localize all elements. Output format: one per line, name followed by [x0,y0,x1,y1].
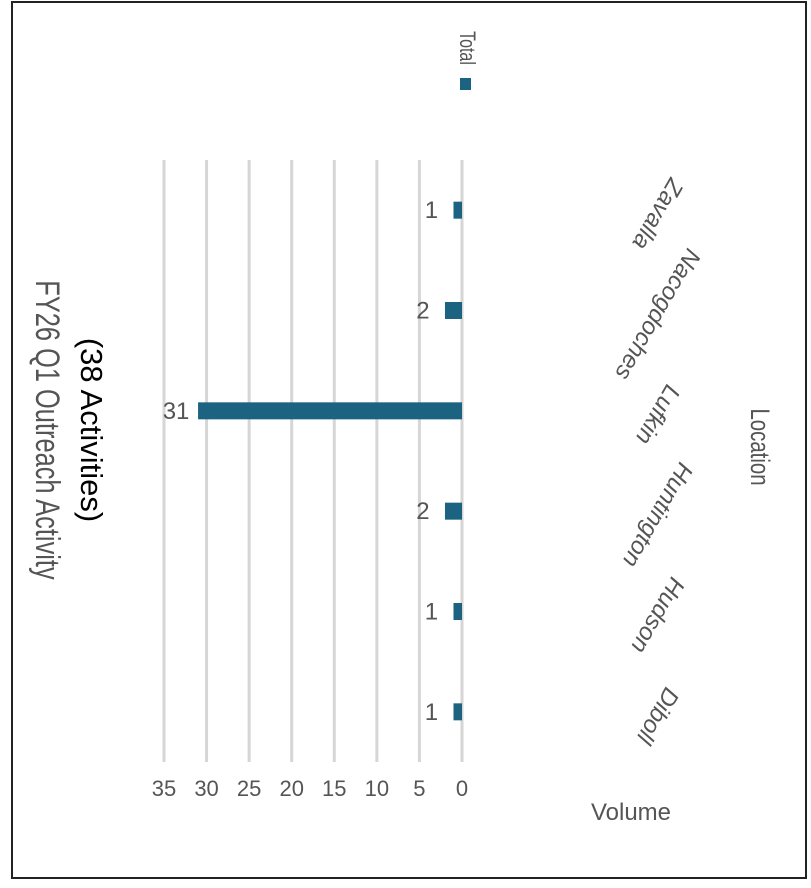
y-tick-labels: 0 5 10 15 20 25 30 35 [152,776,468,801]
category-label: Zavalla [626,173,689,254]
chart-title: FY26 Q1 Outreach Activity [28,280,65,579]
y-tick-label: 25 [237,776,261,801]
category-label: Huntington [617,458,698,572]
bar [198,402,462,420]
chart-subtitle: (38 Activities) [74,338,109,522]
bars [198,201,462,721]
legend-swatch [460,78,471,90]
category-label: Lufkin [630,380,685,449]
y-tick-label: 10 [365,776,389,801]
category-label: Diboll [630,683,684,749]
bar [453,703,462,721]
gridlines [162,160,464,762]
data-label: 1 [425,699,438,726]
legend: Total [454,31,478,90]
data-label: 1 [425,599,438,626]
data-label: 1 [425,197,438,224]
data-label: 31 [163,398,190,425]
y-tick-label: 20 [279,776,303,801]
y-tick-label: 0 [456,776,468,801]
chart-frame [11,1,807,879]
bar [444,302,462,319]
data-label: 2 [416,298,429,325]
data-labels: 1 1 2 31 2 1 [163,197,438,726]
bar [444,502,462,520]
category-label: Hudson [625,573,690,658]
bar [453,603,462,620]
y-tick-label: 35 [152,776,176,801]
x-axis-label: Location [745,408,774,485]
y-axis-label: Volume [591,799,671,826]
bar [453,201,462,219]
data-label: 2 [416,498,429,525]
y-tick-label: 30 [194,776,218,801]
legend-label: Total [454,31,478,65]
y-tick-label: 15 [322,776,346,801]
y-tick-label: 5 [413,776,425,801]
category-label: Nacogdoches [609,244,706,385]
